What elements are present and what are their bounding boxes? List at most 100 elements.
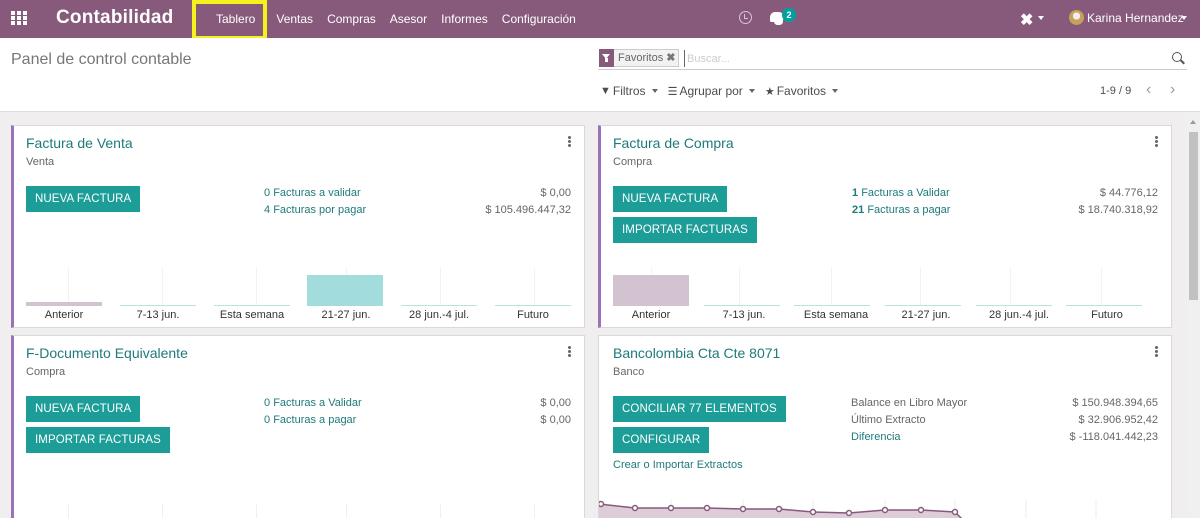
stat-label: Balance en Libro Mayor (851, 397, 968, 409)
journal-type: Venta (26, 156, 55, 168)
group-by-label: Agrupar por (679, 84, 743, 98)
x-axis-label: Anterior (44, 309, 84, 321)
aged-bar-chart: Anterior 7-13 jun. Esta semana 21-27 jun… (613, 268, 1159, 323)
x-axis-label: 21-27 jun. (321, 309, 371, 321)
stat-amount: $ -118.041.442,23 (1069, 431, 1158, 443)
messages-chat-icon[interactable] (770, 12, 784, 25)
pager-previous-chevron-left-icon[interactable]: ‹ (1146, 81, 1152, 98)
line-chart-svg (599, 499, 1097, 518)
invoices-to-validate-link[interactable]: 1 Facturas a Validar (852, 187, 950, 199)
filter-icon: ▼ (600, 85, 611, 97)
search-options: ▼ Filtros ☰ Agrupar por ★ Favoritos (600, 84, 848, 98)
activity-clock-icon[interactable] (739, 11, 752, 24)
user-menu-name[interactable]: Karina Hernandez (1087, 11, 1184, 25)
empty-bar-chart (26, 504, 572, 518)
stat-label: Facturas por pagar (273, 204, 367, 216)
stat-count: 21 (852, 204, 865, 216)
journal-title[interactable]: F-Documento Equivalente (26, 345, 188, 361)
chart-bar-anterior[interactable] (26, 302, 102, 306)
new-invoice-button[interactable]: NUEVA FACTURA (26, 186, 141, 212)
reconcile-items-button[interactable]: CONCILIAR 77 ELEMENTOS (613, 396, 786, 422)
filters-dropdown[interactable]: ▼ Filtros (600, 84, 658, 98)
menu-item-configuracion[interactable]: Configuración (501, 12, 576, 26)
card-menu-kebab-icon[interactable] (568, 346, 571, 357)
stat-amount: $ 0,00 (540, 414, 571, 426)
stat-amount: $ 18.740.318,92 (1078, 204, 1158, 216)
import-invoices-button[interactable]: IMPORTAR FACTURAS (613, 217, 757, 243)
difference-link[interactable]: Diferencia (851, 431, 901, 443)
menu-item-tablero[interactable]: Tablero (216, 12, 256, 26)
invoices-to-validate-link[interactable]: 0 Facturas a Validar (264, 397, 362, 409)
x-axis-label: Esta semana (219, 309, 285, 321)
search-input[interactable] (684, 50, 1164, 67)
x-axis-label: Futuro (517, 309, 549, 321)
journal-type: Banco (613, 366, 645, 378)
search-icon[interactable] (1172, 52, 1182, 62)
x-axis-label: Futuro (1091, 309, 1123, 321)
scroll-thumb[interactable] (1189, 132, 1198, 300)
main-menu: Tablero Ventas Compras Asesor Informes C… (200, 0, 583, 38)
stat-label: Facturas a pagar (273, 414, 357, 426)
card-menu-kebab-icon[interactable] (568, 136, 571, 147)
journal-type: Compra (613, 156, 653, 168)
journal-card-factura-compra: Factura de Compra Compra NUEVA FACTURA I… (598, 125, 1172, 328)
facet-remove-icon[interactable]: ✖ (666, 52, 676, 64)
card-menu-kebab-icon[interactable] (1155, 346, 1158, 357)
debug-caret-down-icon[interactable] (1038, 16, 1044, 20)
stat-label: Facturas a Validar (273, 397, 362, 409)
stat-label: Último Extracto (851, 414, 926, 426)
invoices-to-pay-link[interactable]: 21 Facturas a pagar (852, 204, 950, 216)
new-invoice-button[interactable]: NUEVA FACTURA (26, 396, 141, 422)
control-panel: Panel de control contable Favoritos ✖ ▼ … (0, 38, 1200, 112)
x-axis-label: Anterior (631, 309, 671, 321)
x-axis-label: 7-13 jun. (136, 309, 180, 321)
menu-item-ventas[interactable]: Ventas (276, 12, 314, 26)
pager-next-chevron-right-icon[interactable]: › (1170, 81, 1176, 98)
filter-funnel-icon (599, 49, 614, 67)
user-avatar[interactable] (1069, 10, 1084, 25)
group-by-dropdown[interactable]: ☰ Agrupar por (668, 84, 755, 98)
stat-label: Facturas a pagar (867, 204, 951, 216)
journal-title[interactable]: Bancolombia Cta Cte 8071 (613, 345, 781, 361)
user-caret-down-icon[interactable] (1181, 16, 1187, 20)
apps-menu-grid-icon[interactable] (11, 11, 27, 25)
aged-bar-chart: Anterior 7-13 jun. Esta semana 21-27 jun… (26, 268, 572, 323)
invoices-to-pay-link[interactable]: 4 Facturas por pagar (264, 204, 366, 216)
journal-title[interactable]: Factura de Compra (613, 135, 734, 151)
favorites-dropdown[interactable]: ★ Favoritos (765, 84, 839, 98)
journal-title[interactable]: Factura de Venta (26, 135, 133, 151)
search-facet-favoritos: Favoritos ✖ (599, 49, 680, 67)
invoices-to-pay-link[interactable]: 0 Facturas a pagar (264, 414, 356, 426)
stat-count: 0 (264, 187, 271, 199)
stat-label: Facturas a validar (273, 187, 361, 199)
stat-amount: $ 150.948.394,65 (1072, 397, 1158, 409)
debug-tools-icon[interactable]: ✖ (1020, 12, 1034, 29)
stat-label: Facturas a Validar (861, 187, 950, 199)
chart-bar-anterior[interactable] (613, 275, 689, 306)
search-bar: Favoritos ✖ (598, 48, 1187, 70)
filters-label: Filtros (612, 84, 646, 98)
stat-amount: $ 0,00 (540, 187, 571, 199)
create-import-statements-link[interactable]: Crear o Importar Extractos (613, 459, 743, 471)
card-menu-kebab-icon[interactable] (1155, 136, 1158, 147)
menu-item-compras[interactable]: Compras (327, 12, 376, 26)
bank-balance-line-chart (599, 499, 1171, 518)
app-brand: Contabilidad (56, 7, 174, 28)
chart-bar-21-27-jun[interactable] (307, 275, 383, 306)
configure-button[interactable]: CONFIGURAR (613, 427, 710, 453)
group-by-caret-down-icon (748, 89, 755, 93)
invoices-to-validate-link[interactable]: 0 Facturas a validar (264, 187, 361, 199)
stat-amount: $ 44.776,12 (1099, 187, 1158, 199)
import-invoices-button[interactable]: IMPORTAR FACTURAS (26, 427, 170, 453)
vertical-scrollbar[interactable] (1187, 113, 1200, 518)
journal-type: Compra (26, 366, 66, 378)
scroll-up-arrow-icon[interactable] (1190, 120, 1196, 124)
stat-amount: $ 0,00 (540, 397, 571, 409)
pager-value[interactable]: 1-9 / 9 (1100, 85, 1132, 97)
stat-count: 0 (264, 414, 271, 426)
new-invoice-button[interactable]: NUEVA FACTURA (613, 186, 728, 212)
favorites-caret-down-icon (832, 89, 839, 93)
stat-count: 1 (852, 187, 859, 199)
menu-item-asesor[interactable]: Asesor (389, 12, 428, 26)
menu-item-informes[interactable]: Informes (441, 12, 488, 26)
